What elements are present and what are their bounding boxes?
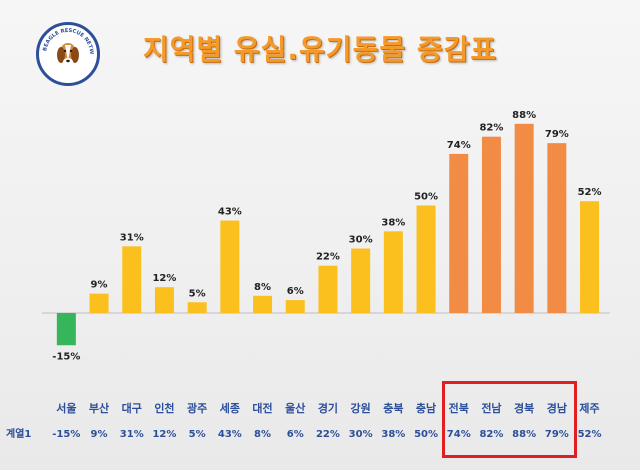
bar-label-7: 6% (287, 286, 304, 297)
category-label-0: 서울 (56, 401, 76, 415)
beagle-rescue-logo: BEAGLE RESCUE NETWORK (36, 22, 100, 86)
bar-1 (89, 293, 109, 313)
bar-8 (318, 265, 338, 313)
category-label-10: 충북 (383, 401, 403, 415)
table-value-2: 31% (120, 429, 144, 440)
table-value-3: 12% (152, 429, 176, 440)
category-label-11: 충남 (416, 401, 436, 415)
bar-label-1: 9% (91, 280, 108, 291)
bar-label-4: 5% (189, 288, 206, 299)
table-value-16: 52% (578, 429, 602, 440)
table-value-0: -15% (52, 429, 80, 440)
bar-label-9: 30% (349, 235, 373, 246)
bar-5 (220, 220, 240, 313)
bar-label-8: 22% (316, 252, 340, 263)
bar-label-10: 38% (381, 217, 405, 228)
bar-label-6: 8% (254, 282, 271, 293)
category-label-15: 경남 (547, 401, 567, 415)
bar-label-0: -15% (52, 351, 80, 362)
table-value-1: 9% (91, 429, 108, 440)
bar-7 (285, 300, 305, 313)
bar-12 (449, 153, 469, 313)
table-value-6: 8% (254, 429, 271, 440)
bar-label-16: 52% (578, 187, 602, 198)
table-value-10: 38% (381, 429, 405, 440)
bar-label-3: 12% (152, 273, 176, 284)
category-label-13: 전남 (481, 401, 501, 415)
table-value-4: 5% (189, 429, 206, 440)
category-label-4: 광주 (187, 402, 207, 415)
table-value-12: 74% (447, 429, 471, 440)
table-value-9: 30% (349, 429, 373, 440)
category-label-14: 경북 (514, 401, 534, 415)
bar-10 (383, 231, 403, 313)
bar-0 (56, 313, 76, 346)
bar-3 (154, 287, 174, 313)
table-value-14: 88% (512, 429, 536, 440)
bar-9 (351, 248, 371, 313)
category-label-8: 경기 (318, 401, 338, 415)
category-label-9: 강원 (351, 401, 371, 415)
table-value-11: 50% (414, 429, 438, 440)
category-label-3: 인천 (154, 401, 174, 415)
chart-title: 지역별 유실.유기동물 증감표 (142, 33, 498, 66)
bar-2 (122, 246, 142, 313)
table-series-name: 계열1 (6, 427, 31, 440)
beagle-dog-icon (57, 43, 79, 66)
bar-4 (187, 302, 207, 313)
table-value-7: 6% (287, 429, 304, 440)
category-label-2: 대구 (122, 401, 142, 415)
category-label-12: 전북 (449, 401, 469, 415)
table-value-8: 22% (316, 429, 340, 440)
bar-label-2: 31% (120, 232, 144, 243)
table-value-15: 79% (545, 429, 569, 440)
bar-label-15: 79% (545, 129, 569, 140)
bar-6 (253, 295, 273, 313)
highlight-box (442, 381, 577, 458)
category-label-6: 대전 (252, 401, 272, 415)
category-label-5: 세종 (220, 401, 240, 415)
table-value-13: 82% (479, 429, 503, 440)
bar-label-13: 82% (479, 123, 503, 134)
bar-label-5: 43% (218, 207, 242, 218)
bar-16 (580, 201, 600, 313)
category-label-16: 제주 (579, 401, 599, 415)
bar-15 (547, 143, 567, 313)
bar-label-14: 88% (512, 110, 536, 121)
bar-13 (481, 136, 501, 313)
category-label-7: 울산 (285, 401, 305, 415)
bar-11 (416, 205, 436, 313)
table-value-5: 43% (218, 429, 242, 440)
bar-14 (514, 123, 534, 313)
bar-label-12: 74% (447, 140, 471, 151)
category-label-1: 부산 (89, 401, 109, 415)
bar-label-11: 50% (414, 192, 438, 203)
